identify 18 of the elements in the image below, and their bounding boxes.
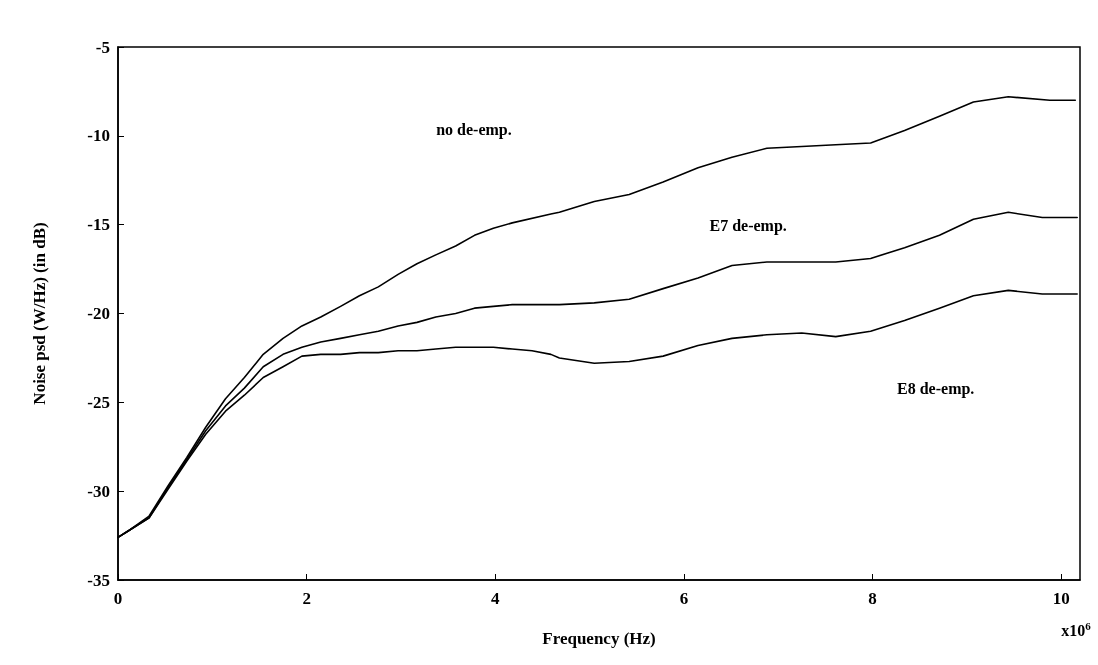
x-tick-label: 4 — [491, 589, 500, 608]
y-axis-title: Noise psd (W/Hz) (in dB) — [30, 222, 49, 405]
x-tick-label: 2 — [302, 589, 311, 608]
y-tick-label: -10 — [87, 126, 110, 146]
y-tick-label: -20 — [87, 304, 110, 323]
annotation: E8 de-emp. — [897, 379, 975, 398]
annotation: E7 de-emp. — [709, 217, 787, 236]
annotation: no de-emp. — [436, 121, 512, 140]
x-tick-label: 8 — [868, 589, 877, 608]
y-tick-label: -5 — [95, 37, 110, 57]
y-tick-label: -15 — [87, 215, 110, 235]
x-tick-label: 10 — [1052, 589, 1070, 608]
x-tick-label: 0 — [113, 589, 123, 608]
y-tick-label: -35 — [87, 570, 110, 590]
y-tick-label: -25 — [87, 392, 110, 412]
x-axis-title: Frequency (Hz) — [542, 629, 656, 648]
y-tick-label: -30 — [87, 481, 110, 501]
x-tick-label: 6 — [679, 589, 689, 608]
